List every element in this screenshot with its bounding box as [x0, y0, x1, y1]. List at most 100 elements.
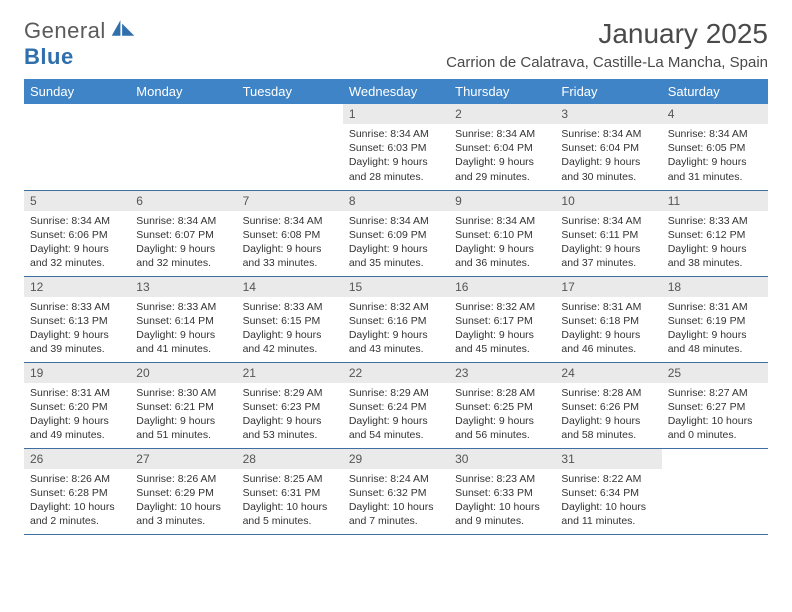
day-number: 17	[555, 277, 661, 297]
day-number: 22	[343, 363, 449, 383]
calendar-body: 1Sunrise: 8:34 AMSunset: 6:03 PMDaylight…	[24, 104, 768, 534]
day-number: 16	[449, 277, 555, 297]
day-details: Sunrise: 8:33 AMSunset: 6:13 PMDaylight:…	[24, 297, 130, 361]
day-details: Sunrise: 8:34 AMSunset: 6:04 PMDaylight:…	[555, 124, 661, 188]
day-number	[237, 104, 343, 110]
day-number: 15	[343, 277, 449, 297]
day-details: Sunrise: 8:34 AMSunset: 6:06 PMDaylight:…	[24, 211, 130, 275]
day-number: 27	[130, 449, 236, 469]
day-details: Sunrise: 8:34 AMSunset: 6:11 PMDaylight:…	[555, 211, 661, 275]
day-details: Sunrise: 8:34 AMSunset: 6:09 PMDaylight:…	[343, 211, 449, 275]
calendar-week-row: 5Sunrise: 8:34 AMSunset: 6:06 PMDaylight…	[24, 190, 768, 276]
day-details: Sunrise: 8:26 AMSunset: 6:29 PMDaylight:…	[130, 469, 236, 533]
day-number: 4	[662, 104, 768, 124]
calendar-day-cell: 21Sunrise: 8:29 AMSunset: 6:23 PMDayligh…	[237, 362, 343, 448]
day-details: Sunrise: 8:30 AMSunset: 6:21 PMDaylight:…	[130, 383, 236, 447]
day-details: Sunrise: 8:34 AMSunset: 6:08 PMDaylight:…	[237, 211, 343, 275]
calendar-day-cell: 20Sunrise: 8:30 AMSunset: 6:21 PMDayligh…	[130, 362, 236, 448]
day-number: 12	[24, 277, 130, 297]
calendar-day-cell: 11Sunrise: 8:33 AMSunset: 6:12 PMDayligh…	[662, 190, 768, 276]
day-details: Sunrise: 8:25 AMSunset: 6:31 PMDaylight:…	[237, 469, 343, 533]
day-details: Sunrise: 8:31 AMSunset: 6:18 PMDaylight:…	[555, 297, 661, 361]
day-number: 25	[662, 363, 768, 383]
calendar-day-cell: 9Sunrise: 8:34 AMSunset: 6:10 PMDaylight…	[449, 190, 555, 276]
weekday-header: Wednesday	[343, 79, 449, 104]
calendar-day-cell: 31Sunrise: 8:22 AMSunset: 6:34 PMDayligh…	[555, 448, 661, 534]
day-number: 14	[237, 277, 343, 297]
calendar-day-cell	[662, 448, 768, 534]
day-number: 11	[662, 191, 768, 211]
day-number: 7	[237, 191, 343, 211]
day-details: Sunrise: 8:33 AMSunset: 6:14 PMDaylight:…	[130, 297, 236, 361]
day-number: 3	[555, 104, 661, 124]
day-details: Sunrise: 8:34 AMSunset: 6:07 PMDaylight:…	[130, 211, 236, 275]
day-details: Sunrise: 8:32 AMSunset: 6:16 PMDaylight:…	[343, 297, 449, 361]
day-number: 10	[555, 191, 661, 211]
calendar-day-cell: 16Sunrise: 8:32 AMSunset: 6:17 PMDayligh…	[449, 276, 555, 362]
day-number: 26	[24, 449, 130, 469]
weekday-header: Saturday	[662, 79, 768, 104]
day-number: 8	[343, 191, 449, 211]
day-number: 5	[24, 191, 130, 211]
sail-icon	[110, 18, 136, 38]
calendar-week-row: 1Sunrise: 8:34 AMSunset: 6:03 PMDaylight…	[24, 104, 768, 190]
weekday-header: Sunday	[24, 79, 130, 104]
calendar-day-cell: 25Sunrise: 8:27 AMSunset: 6:27 PMDayligh…	[662, 362, 768, 448]
calendar-day-cell: 14Sunrise: 8:33 AMSunset: 6:15 PMDayligh…	[237, 276, 343, 362]
day-details: Sunrise: 8:33 AMSunset: 6:12 PMDaylight:…	[662, 211, 768, 275]
calendar-week-row: 19Sunrise: 8:31 AMSunset: 6:20 PMDayligh…	[24, 362, 768, 448]
month-title: January 2025	[446, 18, 768, 50]
calendar-day-cell: 3Sunrise: 8:34 AMSunset: 6:04 PMDaylight…	[555, 104, 661, 190]
calendar-day-cell: 23Sunrise: 8:28 AMSunset: 6:25 PMDayligh…	[449, 362, 555, 448]
day-details: Sunrise: 8:31 AMSunset: 6:19 PMDaylight:…	[662, 297, 768, 361]
day-number: 13	[130, 277, 236, 297]
calendar-day-cell: 17Sunrise: 8:31 AMSunset: 6:18 PMDayligh…	[555, 276, 661, 362]
day-details: Sunrise: 8:26 AMSunset: 6:28 PMDaylight:…	[24, 469, 130, 533]
calendar-day-cell: 12Sunrise: 8:33 AMSunset: 6:13 PMDayligh…	[24, 276, 130, 362]
day-details: Sunrise: 8:33 AMSunset: 6:15 PMDaylight:…	[237, 297, 343, 361]
header: General Blue January 2025 Carrion de Cal…	[24, 18, 768, 71]
calendar-day-cell: 28Sunrise: 8:25 AMSunset: 6:31 PMDayligh…	[237, 448, 343, 534]
calendar-day-cell: 24Sunrise: 8:28 AMSunset: 6:26 PMDayligh…	[555, 362, 661, 448]
day-number: 2	[449, 104, 555, 124]
day-number	[24, 104, 130, 110]
day-number: 18	[662, 277, 768, 297]
weekday-header: Thursday	[449, 79, 555, 104]
day-details: Sunrise: 8:28 AMSunset: 6:26 PMDaylight:…	[555, 383, 661, 447]
weekday-header: Friday	[555, 79, 661, 104]
day-number: 9	[449, 191, 555, 211]
day-number: 19	[24, 363, 130, 383]
calendar-day-cell: 5Sunrise: 8:34 AMSunset: 6:06 PMDaylight…	[24, 190, 130, 276]
day-number	[662, 449, 768, 455]
title-block: January 2025 Carrion de Calatrava, Casti…	[446, 18, 768, 71]
calendar-day-cell: 1Sunrise: 8:34 AMSunset: 6:03 PMDaylight…	[343, 104, 449, 190]
calendar-day-cell: 15Sunrise: 8:32 AMSunset: 6:16 PMDayligh…	[343, 276, 449, 362]
brand-part1: General	[24, 18, 106, 43]
calendar-day-cell: 18Sunrise: 8:31 AMSunset: 6:19 PMDayligh…	[662, 276, 768, 362]
day-number: 30	[449, 449, 555, 469]
day-number: 31	[555, 449, 661, 469]
calendar-table: Sunday Monday Tuesday Wednesday Thursday…	[24, 79, 768, 535]
day-number: 1	[343, 104, 449, 124]
day-details: Sunrise: 8:22 AMSunset: 6:34 PMDaylight:…	[555, 469, 661, 533]
calendar-week-row: 12Sunrise: 8:33 AMSunset: 6:13 PMDayligh…	[24, 276, 768, 362]
calendar-day-cell	[24, 104, 130, 190]
calendar-day-cell	[237, 104, 343, 190]
day-details: Sunrise: 8:29 AMSunset: 6:23 PMDaylight:…	[237, 383, 343, 447]
day-number: 21	[237, 363, 343, 383]
brand-logo: General Blue	[24, 18, 136, 70]
calendar-day-cell: 10Sunrise: 8:34 AMSunset: 6:11 PMDayligh…	[555, 190, 661, 276]
day-details: Sunrise: 8:32 AMSunset: 6:17 PMDaylight:…	[449, 297, 555, 361]
day-details: Sunrise: 8:34 AMSunset: 6:03 PMDaylight:…	[343, 124, 449, 188]
day-details: Sunrise: 8:34 AMSunset: 6:10 PMDaylight:…	[449, 211, 555, 275]
day-number: 24	[555, 363, 661, 383]
calendar-day-cell: 19Sunrise: 8:31 AMSunset: 6:20 PMDayligh…	[24, 362, 130, 448]
weekday-header: Monday	[130, 79, 236, 104]
day-details: Sunrise: 8:24 AMSunset: 6:32 PMDaylight:…	[343, 469, 449, 533]
day-details: Sunrise: 8:28 AMSunset: 6:25 PMDaylight:…	[449, 383, 555, 447]
day-number: 6	[130, 191, 236, 211]
calendar-day-cell: 8Sunrise: 8:34 AMSunset: 6:09 PMDaylight…	[343, 190, 449, 276]
brand-part2: Blue	[24, 44, 74, 69]
day-details: Sunrise: 8:31 AMSunset: 6:20 PMDaylight:…	[24, 383, 130, 447]
day-number: 29	[343, 449, 449, 469]
